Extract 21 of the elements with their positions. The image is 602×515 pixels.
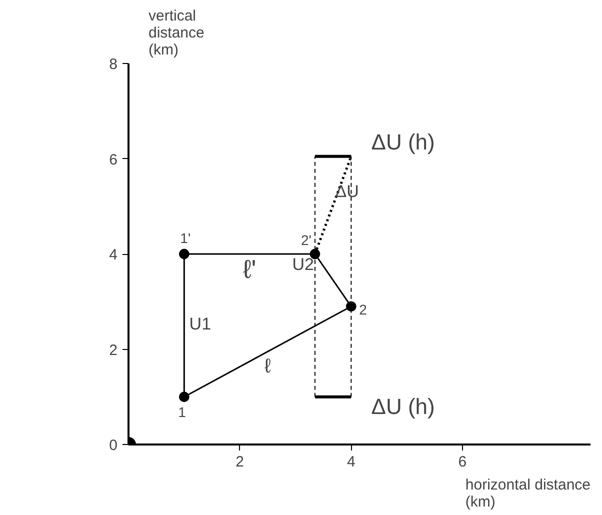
y-tick-label: 4 — [109, 246, 118, 264]
annotation: 1' — [180, 230, 191, 246]
y-tick-label: 8 — [109, 56, 118, 73]
series-label: ΔU (h) — [371, 129, 435, 154]
x-tick-label: 6 — [458, 454, 467, 470]
series-label: ℓ — [264, 356, 272, 378]
series-label: ℓ' — [242, 254, 256, 284]
y-axis-title: vertical distance (km) — [148, 8, 204, 58]
x-tick-label: 4 — [346, 454, 356, 470]
y-tick-label: 6 — [109, 151, 118, 168]
series-label: U2 — [292, 255, 314, 274]
annotation: 2 — [359, 301, 368, 318]
annotation: 2' — [300, 232, 312, 248]
y-tick-label: 2 — [109, 342, 118, 359]
x-tick-label: 2 — [236, 454, 244, 470]
y-tick-label: 0 — [109, 437, 118, 454]
series-label: ΔU (h) — [371, 394, 435, 419]
series-label: U1 — [189, 314, 212, 334]
x-axis-title: horizontal distance (km) — [465, 476, 590, 510]
annotation: 1 — [178, 404, 186, 420]
series-label: ΔU — [335, 182, 359, 202]
